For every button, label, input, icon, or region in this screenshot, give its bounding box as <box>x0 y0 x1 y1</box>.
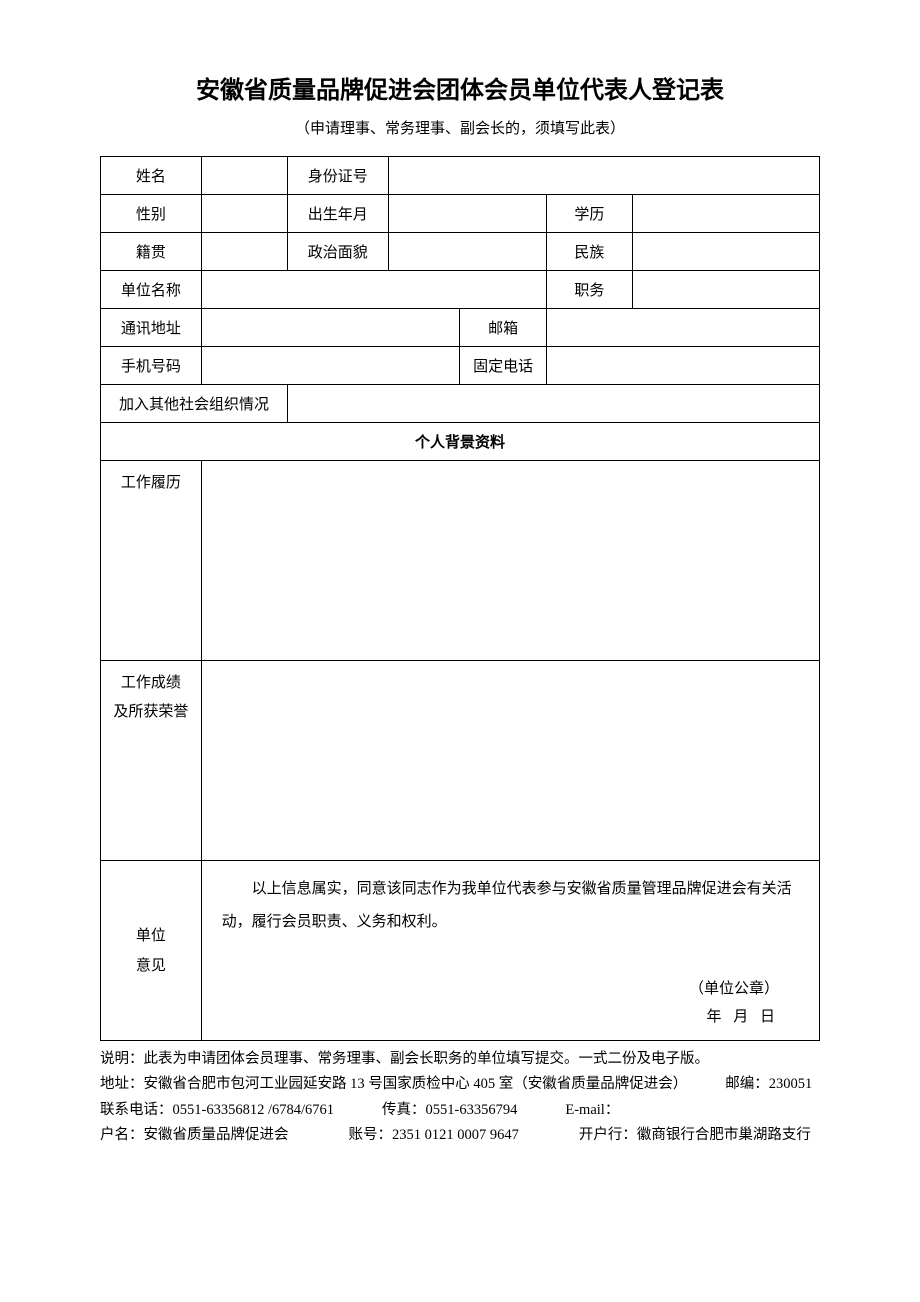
label-achievements: 工作成绩 及所获荣誉 <box>101 661 202 861</box>
field-native-place <box>201 233 287 271</box>
field-position <box>633 271 820 309</box>
label-political-status: 政治面貌 <box>287 233 388 271</box>
date-placeholder: 年 月 日 <box>706 1005 779 1026</box>
field-name <box>201 157 287 195</box>
footer-line-1: 说明：此表为申请团体会员理事、常务理事、副会长职务的单位填写提交。一式二份及电子… <box>100 1047 820 1072</box>
footer-line-3: 联系电话：0551-63356812 /6784/6761 传真：0551-633… <box>100 1098 820 1123</box>
label-other-orgs: 加入其他社会组织情况 <box>101 385 288 423</box>
label-id-number: 身份证号 <box>287 157 388 195</box>
field-company-name <box>201 271 546 309</box>
field-ethnicity <box>633 233 820 271</box>
field-gender <box>201 195 287 233</box>
label-gender: 性别 <box>101 195 202 233</box>
footer-line-2: 地址：安徽省合肥市包河工业园延安路 13 号国家质检中心 405 室（安徽省质量… <box>100 1072 820 1097</box>
footer-address: 地址：安徽省合肥市包河工业园延安路 13 号国家质检中心 405 室（安徽省质量… <box>100 1076 687 1092</box>
label-landline: 固定电话 <box>460 347 546 385</box>
label-email: 邮箱 <box>460 309 546 347</box>
stamp-placeholder: （单位公章） <box>689 977 779 998</box>
field-achievements <box>201 661 819 861</box>
field-work-history <box>201 461 819 661</box>
footer-bank: 开户行：徽商银行合肥市巢湖路支行 <box>579 1127 811 1143</box>
field-other-orgs <box>287 385 819 423</box>
footer-account-number: 账号：2351 0121 0007 9647 <box>349 1127 519 1143</box>
field-mobile <box>201 347 460 385</box>
label-work-history: 工作履历 <box>101 461 202 661</box>
field-education <box>633 195 820 233</box>
form-subtitle: （申请理事、常务理事、副会长的，须填写此表） <box>100 117 820 138</box>
field-landline <box>546 347 819 385</box>
label-ethnicity: 民族 <box>546 233 632 271</box>
label-mobile: 手机号码 <box>101 347 202 385</box>
footer-postcode: 邮编：230051 <box>725 1076 812 1092</box>
section-background: 个人背景资料 <box>101 423 820 461</box>
form-title: 安徽省质量品牌促进会团体会员单位代表人登记表 <box>100 70 820 105</box>
label-education: 学历 <box>546 195 632 233</box>
label-native-place: 籍贯 <box>101 233 202 271</box>
label-address: 通讯地址 <box>101 309 202 347</box>
field-unit-opinion: 以上信息属实，同意该同志作为我单位代表参与安徽省质量管理品牌促进会有关活动，履行… <box>201 861 819 1041</box>
footer-line-4: 户名：安徽省质量品牌促进会 账号：2351 0121 0007 9647 开户行：徽… <box>100 1123 820 1148</box>
label-unit-opinion-l2: 意见 <box>107 951 195 981</box>
field-address <box>201 309 460 347</box>
field-birth-date <box>388 195 546 233</box>
footer-notes: 说明：此表为申请团体会员理事、常务理事、副会长职务的单位填写提交。一式二份及电子… <box>100 1047 820 1149</box>
label-achievements-l2: 及所获荣誉 <box>107 700 195 721</box>
label-name: 姓名 <box>101 157 202 195</box>
footer-account-name: 户名：安徽省质量品牌促进会 <box>100 1127 289 1143</box>
label-birth-date: 出生年月 <box>287 195 388 233</box>
label-position: 职务 <box>546 271 632 309</box>
registration-table: 姓名 身份证号 性别 出生年月 学历 籍贯 政治面貌 民族 单位名称 职务 通讯… <box>100 156 820 1041</box>
opinion-text: 以上信息属实，同意该同志作为我单位代表参与安徽省质量管理品牌促进会有关活动，履行… <box>222 873 799 939</box>
label-unit-opinion-l1: 单位 <box>107 921 195 951</box>
field-political-status <box>388 233 546 271</box>
label-company-name: 单位名称 <box>101 271 202 309</box>
field-id-number <box>388 157 819 195</box>
field-email <box>546 309 819 347</box>
label-achievements-l1: 工作成绩 <box>107 671 195 692</box>
footer-phone: 联系电话：0551-63356812 /6784/6761 <box>100 1102 334 1118</box>
label-unit-opinion: 单位 意见 <box>101 861 202 1041</box>
footer-fax: 传真：0551-63356794 <box>382 1102 517 1118</box>
footer-email: E-mail： <box>565 1102 619 1118</box>
